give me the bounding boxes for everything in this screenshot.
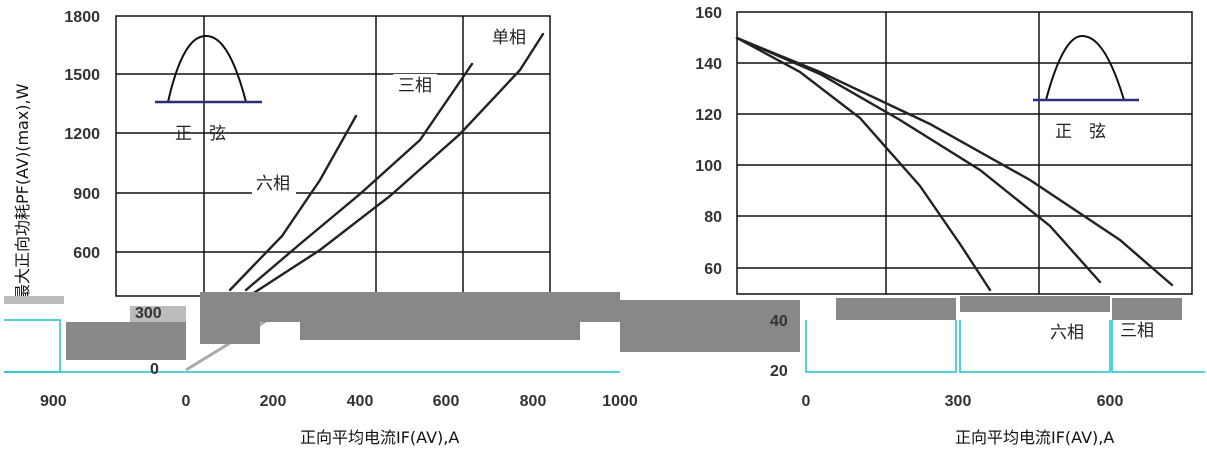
left-y-tick-label: 900 [73,186,100,203]
right-chart: 60 80 100 120 140 160 六相 三相 正 弦 0 300 600 正向平均电流… [695,5,1193,447]
right-curve-0 [735,36,992,292]
left-x-tick-label: 400 [347,393,374,410]
left-y-axis-title: 最大正向功耗PF(AV)(max),W [13,83,32,300]
scan-artifact-band: 300 0 40 20 [4,292,1205,380]
left-stray-label: 900 [40,393,67,410]
left-x-tick-label: 800 [520,393,547,410]
right-x-tick-label: 300 [945,393,972,410]
left-x-ticks: 0 200 400 600 800 1000 [182,393,638,410]
right-sine-waveform-icon [1045,34,1125,101]
left-curve-2 [244,32,545,300]
right-y-tick-label: 140 [695,56,722,73]
right-y-ticks: 60 80 100 120 140 160 [695,5,722,278]
right-curve-1 [735,36,1102,284]
svg-text:300: 300 [135,305,162,322]
right-curve-2 [735,36,1174,287]
right-x-axis-title: 正向平均电流IF(AV),A [955,428,1114,447]
left-y-ticks: 600 900 1200 1500 1800 [64,9,100,262]
left-chart: 600 900 1200 1500 1800 正 弦 六相 三相 单相 最大正向功耗PF… [13,9,638,447]
right-x-ticks: 0 300 600 [802,393,1124,410]
right-plot-frame [736,11,1193,295]
right-x-tick-label: 600 [1097,393,1124,410]
right-y-tick-label: 120 [695,107,722,124]
right-y-tick-label: 100 [695,158,722,175]
left-series-label-three-phase: 三相 [398,76,432,96]
left-curve-1 [244,62,474,292]
left-series-label-single-phase: 单相 [492,28,526,48]
left-sine-waveform-icon [167,34,247,103]
left-y-tick-label: 1500 [64,67,100,84]
left-x-tick-label: 200 [260,393,287,410]
right-y-tick-label: 80 [704,209,722,226]
left-x-tick-label: 600 [433,393,460,410]
svg-text:0: 0 [150,361,159,378]
right-waveform-label: 正 弦 [1055,122,1106,142]
right-grid [736,11,1193,295]
right-y-tick-label: 60 [704,261,722,278]
left-y-tick-label: 1800 [64,9,100,26]
left-waveform-label: 正 弦 [175,124,226,144]
left-y-tick-label: 1200 [64,126,100,143]
right-curves: 六相 三相 [735,36,1174,343]
right-series-label: 六相 [1050,323,1084,343]
left-y-tick-label: 600 [73,245,100,262]
left-series-label-six-phase: 六相 [256,174,290,194]
right-series-label: 三相 [1120,321,1154,341]
right-y-tick-label: 160 [695,5,722,22]
svg-text:40: 40 [770,313,788,330]
svg-text:20: 20 [770,363,788,380]
left-curve-0 [228,114,358,292]
left-x-tick-label: 1000 [602,393,638,410]
left-x-tick-label: 0 [182,393,191,410]
right-x-tick-label: 0 [802,393,811,410]
left-x-axis-title: 正向平均电流IF(AV),A [300,428,459,447]
